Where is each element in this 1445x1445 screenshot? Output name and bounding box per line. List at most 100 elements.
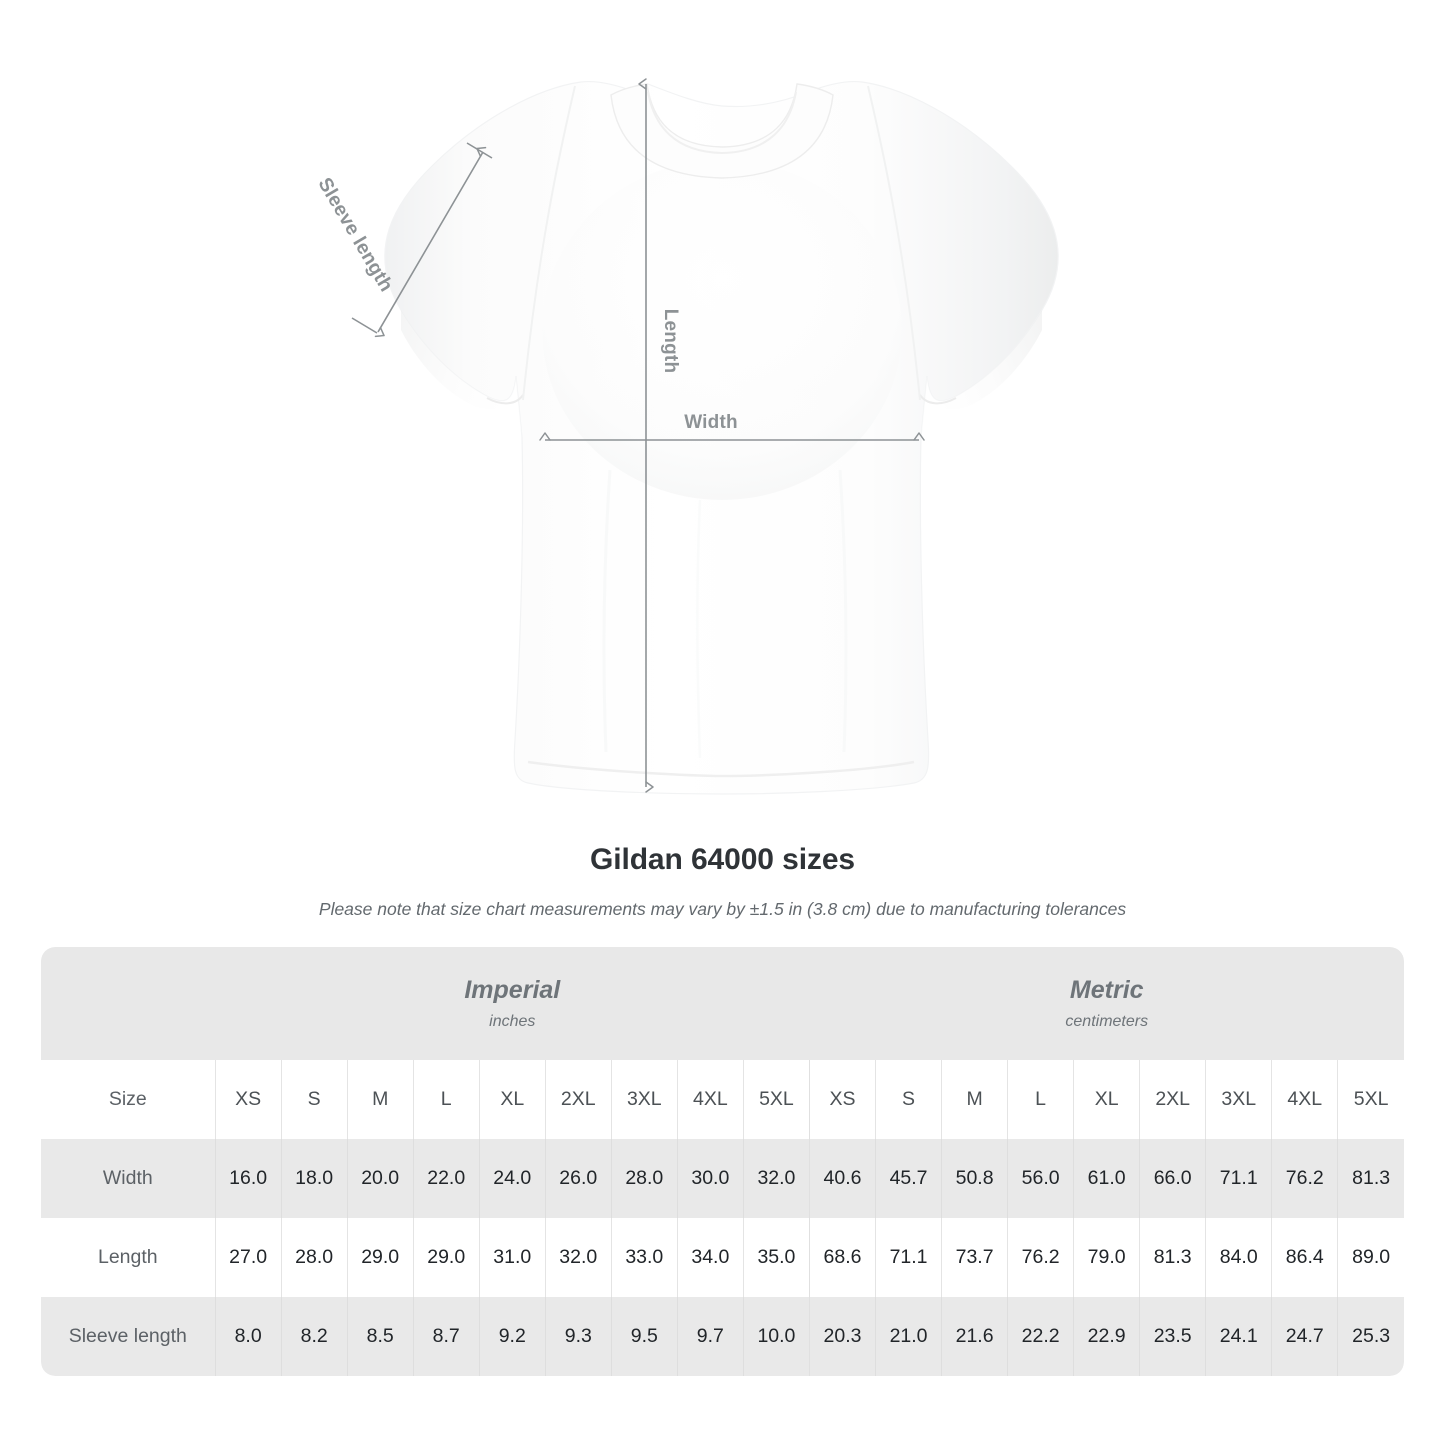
cell-sleeve-met-3: 22.2 [1007, 1297, 1074, 1376]
cell-sleeve-met-5: 23.5 [1139, 1297, 1206, 1376]
cell-sleeve-imp-6: 9.5 [610, 1297, 678, 1376]
size-header-imp-0: XS [214, 1060, 282, 1139]
cell-width-met-7: 76.2 [1271, 1139, 1338, 1218]
cell-sleeve-met-0: 20.3 [808, 1297, 876, 1376]
size-header-imp-6: 3XL [610, 1060, 678, 1139]
cell-sleeve-met-2: 21.6 [941, 1297, 1008, 1376]
sleeve-tick-top [466, 142, 493, 159]
size-header-met-5: 2XL [1139, 1060, 1206, 1139]
cell-width-imp-2: 20.0 [346, 1139, 414, 1218]
cell-length-imp-8: 35.0 [742, 1218, 810, 1297]
cell-width-met-4: 61.0 [1073, 1139, 1140, 1218]
cell-sleeve-met-4: 22.9 [1073, 1297, 1140, 1376]
cell-sleeve-imp-0: 8.0 [214, 1297, 282, 1376]
unit-metric-sub: centimeters [1065, 1013, 1149, 1031]
cell-length-imp-5: 32.0 [544, 1218, 612, 1297]
size-header-met-6: 3XL [1205, 1060, 1272, 1139]
cell-sleeve-met-8: 25.3 [1337, 1297, 1404, 1376]
cell-sleeve-imp-4: 9.2 [478, 1297, 546, 1376]
cell-sleeve-met-7: 24.7 [1271, 1297, 1338, 1376]
cell-length-imp-4: 31.0 [478, 1218, 546, 1297]
unit-metric-cell: Metric centimeters [809, 947, 1404, 1060]
size-header-met-1: S [875, 1060, 942, 1139]
size-row-label: Size [41, 1060, 216, 1139]
size-header-imp-7: 4XL [676, 1060, 744, 1139]
length-label: Length [660, 308, 681, 374]
cell-width-met-1: 45.7 [875, 1139, 942, 1218]
cell-length-met-7: 86.4 [1271, 1218, 1338, 1297]
table-header-row: Size XS S M L XL 2XL 3XL 4XL 5XL XS S M … [41, 1060, 1404, 1139]
size-header-imp-8: 5XL [742, 1060, 810, 1139]
shirt-body-shape [384, 80, 1059, 795]
table-row: Sleeve length 8.0 8.2 8.5 8.7 9.2 9.3 9.… [41, 1297, 1404, 1376]
cell-length-imp-7: 34.0 [676, 1218, 744, 1297]
cell-width-imp-8: 32.0 [742, 1139, 810, 1218]
sleeve-length-arrow [374, 146, 487, 338]
size-header-met-3: L [1007, 1060, 1074, 1139]
cell-length-met-0: 68.6 [808, 1218, 876, 1297]
cell-sleeve-imp-5: 9.3 [544, 1297, 612, 1376]
size-header-met-7: 4XL [1271, 1060, 1338, 1139]
cell-width-imp-0: 16.0 [214, 1139, 282, 1218]
cell-width-met-5: 66.0 [1139, 1139, 1206, 1218]
unit-imperial-sub: inches [489, 1013, 536, 1031]
cell-sleeve-met-1: 21.0 [875, 1297, 942, 1376]
cell-sleeve-imp-8: 10.0 [742, 1297, 810, 1376]
cell-width-imp-3: 22.0 [412, 1139, 480, 1218]
cell-length-imp-3: 29.0 [412, 1218, 480, 1297]
title-block: Gildan 64000 sizes Please note that size… [0, 843, 1445, 920]
size-header-imp-3: L [412, 1060, 480, 1139]
cell-width-met-8: 81.3 [1337, 1139, 1404, 1218]
cell-length-met-2: 73.7 [941, 1218, 1008, 1297]
size-header-met-8: 5XL [1337, 1060, 1404, 1139]
measurement-label-length: Length [41, 1218, 216, 1297]
unit-banner-row: Imperial inches Metric centimeters [41, 947, 1404, 1060]
cell-width-imp-1: 18.0 [280, 1139, 348, 1218]
table-row: Length 27.0 28.0 29.0 29.0 31.0 32.0 33.… [41, 1218, 1404, 1297]
cell-width-met-3: 56.0 [1007, 1139, 1074, 1218]
unit-imperial-cell: Imperial inches [215, 947, 810, 1060]
cell-width-met-6: 71.1 [1205, 1139, 1272, 1218]
page-title: Gildan 64000 sizes [589, 843, 856, 876]
cell-width-imp-5: 26.0 [544, 1139, 612, 1218]
tolerance-note: Please note that size chart measurements… [318, 899, 1127, 919]
sleeve-tick-bottom [351, 317, 378, 334]
cell-width-met-2: 50.8 [941, 1139, 1008, 1218]
cell-sleeve-imp-3: 8.7 [412, 1297, 480, 1376]
cell-length-imp-6: 33.0 [610, 1218, 678, 1297]
cell-length-met-6: 84.0 [1205, 1218, 1272, 1297]
measurement-label-width: Width [41, 1139, 216, 1218]
tshirt-diagram: Sleeve length Length Width [313, 78, 1059, 795]
cell-width-imp-7: 30.0 [676, 1139, 744, 1218]
cell-length-imp-2: 29.0 [346, 1218, 414, 1297]
unit-imperial-name: Imperial [464, 975, 561, 1004]
cell-length-met-4: 79.0 [1073, 1218, 1140, 1297]
unit-metric-name: Metric [1069, 975, 1144, 1004]
size-chart-table-wrap: Imperial inches Metric centimeters Size … [41, 947, 1404, 1376]
cell-length-met-5: 81.3 [1139, 1218, 1206, 1297]
size-chart-table: Imperial inches Metric centimeters Size … [41, 947, 1404, 1376]
cell-length-met-8: 89.0 [1337, 1218, 1404, 1297]
table-row: Width 16.0 18.0 20.0 22.0 24.0 26.0 28.0… [41, 1139, 1404, 1218]
size-header-imp-4: XL [478, 1060, 546, 1139]
cell-width-imp-6: 28.0 [610, 1139, 678, 1218]
size-header-imp-2: M [346, 1060, 414, 1139]
cell-length-met-3: 76.2 [1007, 1218, 1074, 1297]
cell-width-imp-4: 24.0 [478, 1139, 546, 1218]
cell-length-imp-0: 27.0 [214, 1218, 282, 1297]
measurement-label-sleeve-length: Sleeve length [41, 1297, 216, 1376]
cell-width-met-0: 40.6 [808, 1139, 876, 1218]
size-header-met-4: XL [1073, 1060, 1140, 1139]
size-header-imp-5: 2XL [544, 1060, 612, 1139]
cell-length-imp-1: 28.0 [280, 1218, 348, 1297]
size-header-met-0: XS [808, 1060, 876, 1139]
cell-sleeve-imp-1: 8.2 [280, 1297, 348, 1376]
cell-sleeve-imp-7: 9.7 [676, 1297, 744, 1376]
width-label: Width [684, 412, 738, 433]
size-header-met-2: M [941, 1060, 1008, 1139]
cell-sleeve-imp-2: 8.5 [346, 1297, 414, 1376]
cell-length-met-1: 71.1 [875, 1218, 942, 1297]
banner-spacer [41, 947, 216, 1060]
cell-sleeve-met-6: 24.1 [1205, 1297, 1272, 1376]
tshirt-illustration [351, 78, 1059, 795]
